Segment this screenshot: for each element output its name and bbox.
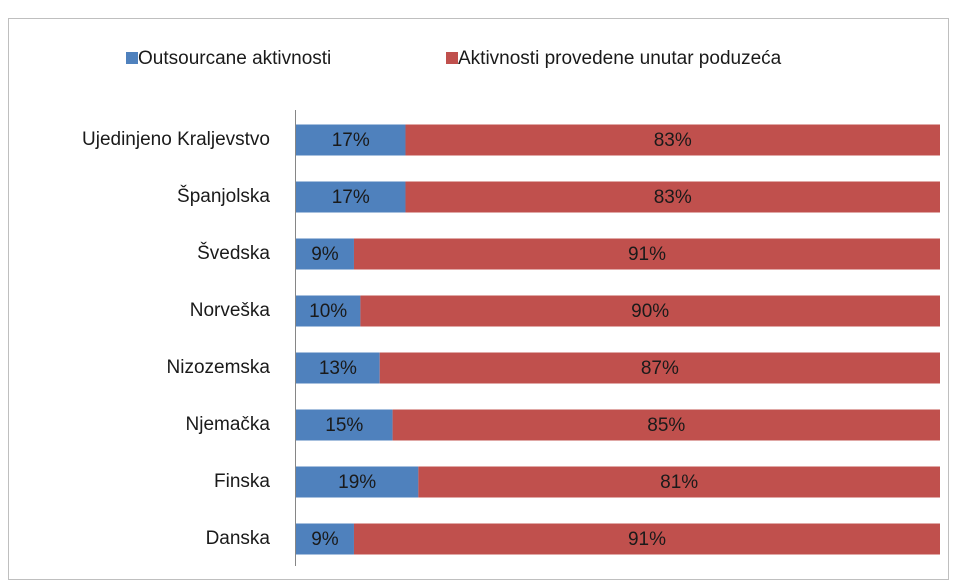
y-tick-label: Ujedinjeno Kraljevstvo <box>82 129 270 150</box>
bar-segment <box>296 409 393 441</box>
data-label: 87% <box>641 358 679 379</box>
bar-segment <box>296 238 354 270</box>
data-label: 83% <box>654 130 692 151</box>
y-tick-label: Njemačka <box>186 414 271 435</box>
legend-swatch <box>126 52 138 64</box>
data-label: 91% <box>628 529 666 550</box>
y-tick-label: Nizozemska <box>167 357 271 378</box>
data-label: 10% <box>309 301 347 322</box>
bar-segment <box>296 295 361 327</box>
bar-segment <box>405 181 941 213</box>
bar-segment <box>379 352 941 384</box>
bar-segment <box>296 124 406 156</box>
data-label: 83% <box>654 187 692 208</box>
bar-segment <box>418 466 940 498</box>
y-tick-label: Norveška <box>190 300 271 321</box>
data-label: 13% <box>319 358 357 379</box>
bar-segment <box>405 124 941 156</box>
y-tick-label: Španjolska <box>177 185 270 207</box>
data-label: 17% <box>332 187 370 208</box>
data-label: 17% <box>332 130 370 151</box>
data-label: 85% <box>647 415 685 436</box>
data-label: 9% <box>311 529 339 550</box>
data-label: 9% <box>311 244 339 265</box>
bar-segment <box>353 238 941 270</box>
bar-segment <box>353 523 941 555</box>
y-tick-label: Danska <box>206 528 271 549</box>
data-label: 15% <box>325 415 363 436</box>
legend-label: Aktivnosti provedene unutar poduzeća <box>458 48 782 69</box>
data-label: 81% <box>660 472 698 493</box>
bar-segment <box>296 466 419 498</box>
bar-segment <box>296 523 354 555</box>
data-label: 19% <box>338 472 376 493</box>
y-tick-label: Švedska <box>197 242 270 264</box>
data-label: 91% <box>628 244 666 265</box>
legend-label: Outsourcane aktivnosti <box>138 48 331 69</box>
bar-segment <box>296 181 406 213</box>
bar-segment <box>296 352 380 384</box>
bar-segment <box>392 409 941 441</box>
bar-segment <box>360 295 940 327</box>
legend-swatch <box>446 52 458 64</box>
data-label: 90% <box>631 301 669 322</box>
y-tick-label: Finska <box>214 471 270 492</box>
